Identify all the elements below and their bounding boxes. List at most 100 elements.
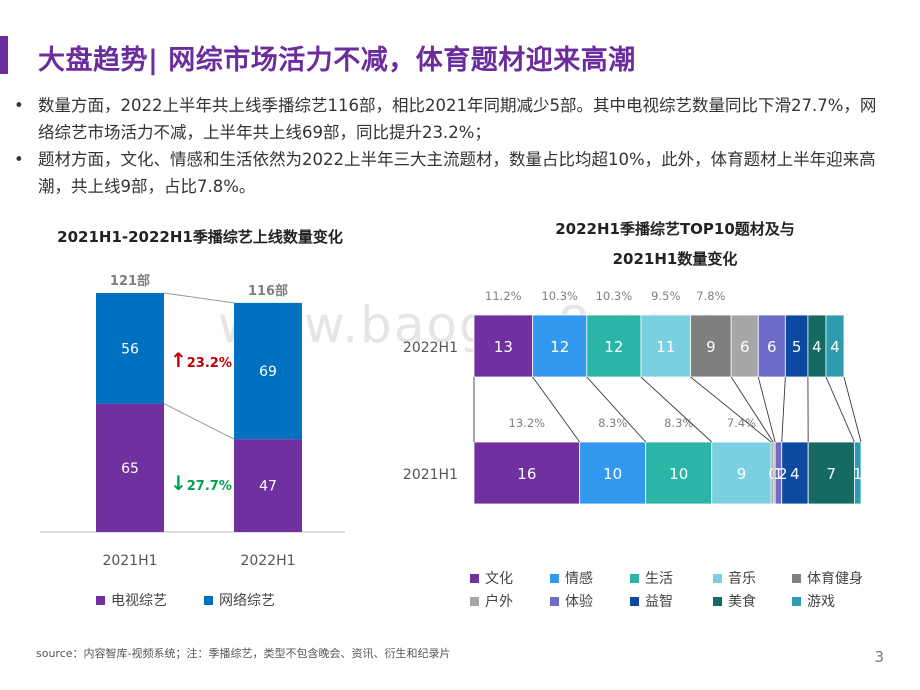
legend-label: 益智 [645, 594, 673, 610]
legend-label: 情感 [565, 571, 593, 587]
right-chart-title-line2: 2021H1数量变化 [612, 250, 738, 268]
bar-value-label: 12 [550, 338, 569, 356]
change-annotation: ↑23.2% [170, 348, 232, 372]
bar-segment-电视综艺-2022H1 [234, 439, 302, 532]
connector-line [825, 376, 855, 443]
legend-label: 音乐 [728, 571, 756, 587]
legend-item-生活: 生活 [630, 568, 673, 588]
right-horizontal-bar-chart: 2022H12021H11311.2%1210.3%1210.3%119.5%9… [403, 289, 863, 505]
bar-value-label: 1 [774, 465, 784, 483]
bullet-list: • 数量方面，2022上半年共上线季播综艺116部，相比2021年同期减少5部。… [12, 92, 892, 200]
connector-line [586, 376, 647, 443]
legend-swatch [792, 596, 801, 606]
bullet-text: 题材方面，文化、情感和生活依然为2022上半年三大主流题材，数量占比均超10%，… [38, 150, 876, 196]
legend-label: 文化 [485, 571, 513, 587]
change-annotation: ↓27.7% [170, 471, 232, 495]
bar-segment-文化-2021H1 [473, 441, 581, 505]
source-note: source：内容智库-视频系统；注：季播综艺，类型不包含晚会、资讯、衍生和纪录… [36, 647, 451, 660]
legend-item-美食: 美食 [713, 591, 756, 611]
x-tick-label: 2021H1 [102, 553, 157, 569]
left-chart-title: 2021H1-2022H1季播综艺上线数量变化 [57, 228, 343, 246]
legend-swatch [550, 596, 559, 606]
legend-label: 网络综艺 [219, 593, 275, 609]
bar-segment-生活-2022H1 [586, 314, 642, 378]
bar-segment-网络综艺-2021H1 [96, 293, 164, 404]
bar-percent-label: 8.3% [664, 416, 693, 430]
bullet-dot: • [14, 150, 24, 169]
bar-percent-label: 7.8% [696, 289, 725, 303]
bar-segment-网络综艺-2022H1 [234, 302, 302, 440]
connector-line [781, 376, 786, 443]
right-chart-legend: 文化 情感 生活 音乐 体育健身户外 体验 益智 美食 游戏 [470, 568, 890, 614]
bar-value-label: 11 [656, 338, 675, 356]
bar-percent-label: 13.2% [509, 416, 546, 430]
bar-segment-生活-2021H1 [645, 441, 713, 505]
bar-segment-游戏-2022H1 [825, 314, 845, 378]
bar-value-label: 7 [827, 465, 837, 483]
bar-segment-情感-2022H1 [532, 314, 588, 378]
bar-total-label: 121部 [110, 273, 150, 289]
bar-value-label: 5 [792, 338, 802, 356]
legend-swatch [792, 573, 801, 583]
bar-value-label: 4 [812, 338, 822, 356]
bullet-item: • 数量方面，2022上半年共上线季播综艺116部，相比2021年同期减少5部。… [12, 92, 892, 146]
connector-line [690, 376, 772, 443]
legend-swatch [470, 573, 479, 583]
bar-value-label: 69 [259, 364, 277, 380]
bar-segment-情感-2021H1 [579, 441, 647, 505]
page-number: 3 [874, 648, 884, 666]
legend-label: 户外 [485, 594, 513, 610]
bar-value-label: 2 [778, 465, 788, 483]
page-title: 大盘趋势| 网综市场活力不减，体育题材迎来高潮 [38, 45, 636, 76]
legend-item-体验: 体验 [550, 591, 593, 611]
legend-item-益智: 益智 [630, 591, 673, 611]
bar-segment-户外-2022H1 [730, 314, 759, 378]
bar-segment-音乐-2021H1 [711, 441, 772, 505]
y-tick-label: 2021H1 [403, 467, 458, 483]
bar-segment-游戏-2021H1 [853, 441, 862, 505]
legend-label: 体育健身 [807, 571, 863, 587]
bar-percent-label: 11.2% [485, 289, 522, 303]
legend-item-音乐: 音乐 [713, 568, 756, 588]
bar-value-label: 47 [259, 479, 277, 495]
bar-total-label: 116部 [248, 283, 288, 299]
connector-line [532, 376, 581, 443]
left-stacked-bar-chart: 65 56 121部 2021H1 47 69 116部 2022H1 ↑23.2% ↓27.7% [40, 273, 345, 569]
bullet-text: 数量方面，2022上半年共上线季播综艺116部，相比2021年同期减少5部。其中… [38, 96, 877, 142]
bar-value-label: 10 [603, 465, 622, 483]
bar-segment-电视综艺-2021H1 [96, 403, 164, 532]
connector-line [640, 376, 713, 443]
bar-value-label: 65 [121, 461, 139, 477]
connector-line-top [163, 292, 235, 304]
connector-line [843, 376, 862, 443]
bar-value-label: 6 [767, 338, 777, 356]
legend-label: 生活 [645, 571, 673, 587]
connector-line [730, 376, 774, 443]
legend-swatch [630, 596, 639, 606]
bar-segment-文化-2022H1 [473, 314, 534, 378]
legend-swatch [96, 595, 105, 605]
legend-item-文化: 文化 [470, 568, 513, 588]
legend-label: 体验 [565, 594, 593, 610]
legend-item-情感: 情感 [550, 568, 593, 588]
bar-percent-label: 10.3% [596, 289, 633, 303]
bar-value-label: 1 [853, 465, 863, 483]
bar-value-label: 9 [737, 465, 747, 483]
legend-swatch [713, 573, 722, 583]
legend-swatch [630, 573, 639, 583]
bullet-item: • 题材方面，文化、情感和生活依然为2022上半年三大主流题材，数量占比均超10… [12, 146, 892, 200]
legend-item-游戏: 游戏 [792, 591, 835, 611]
legend-item-体育健身: 体育健身 [792, 568, 863, 588]
connector-line-split [163, 403, 235, 440]
y-tick-label: 2022H1 [403, 340, 458, 356]
bar-percent-label: 9.5% [651, 289, 680, 303]
bar-value-label: 10 [669, 465, 688, 483]
bullet-dot: • [14, 96, 24, 115]
title-accent-bar [0, 36, 8, 74]
bar-value-label: 6 [740, 338, 750, 356]
legend-item-户外: 户外 [470, 591, 513, 611]
legend-item-电视综艺: 电视综艺 [96, 590, 167, 610]
legend-label: 美食 [728, 594, 756, 610]
legend-swatch [550, 573, 559, 583]
connector-line [757, 376, 776, 443]
